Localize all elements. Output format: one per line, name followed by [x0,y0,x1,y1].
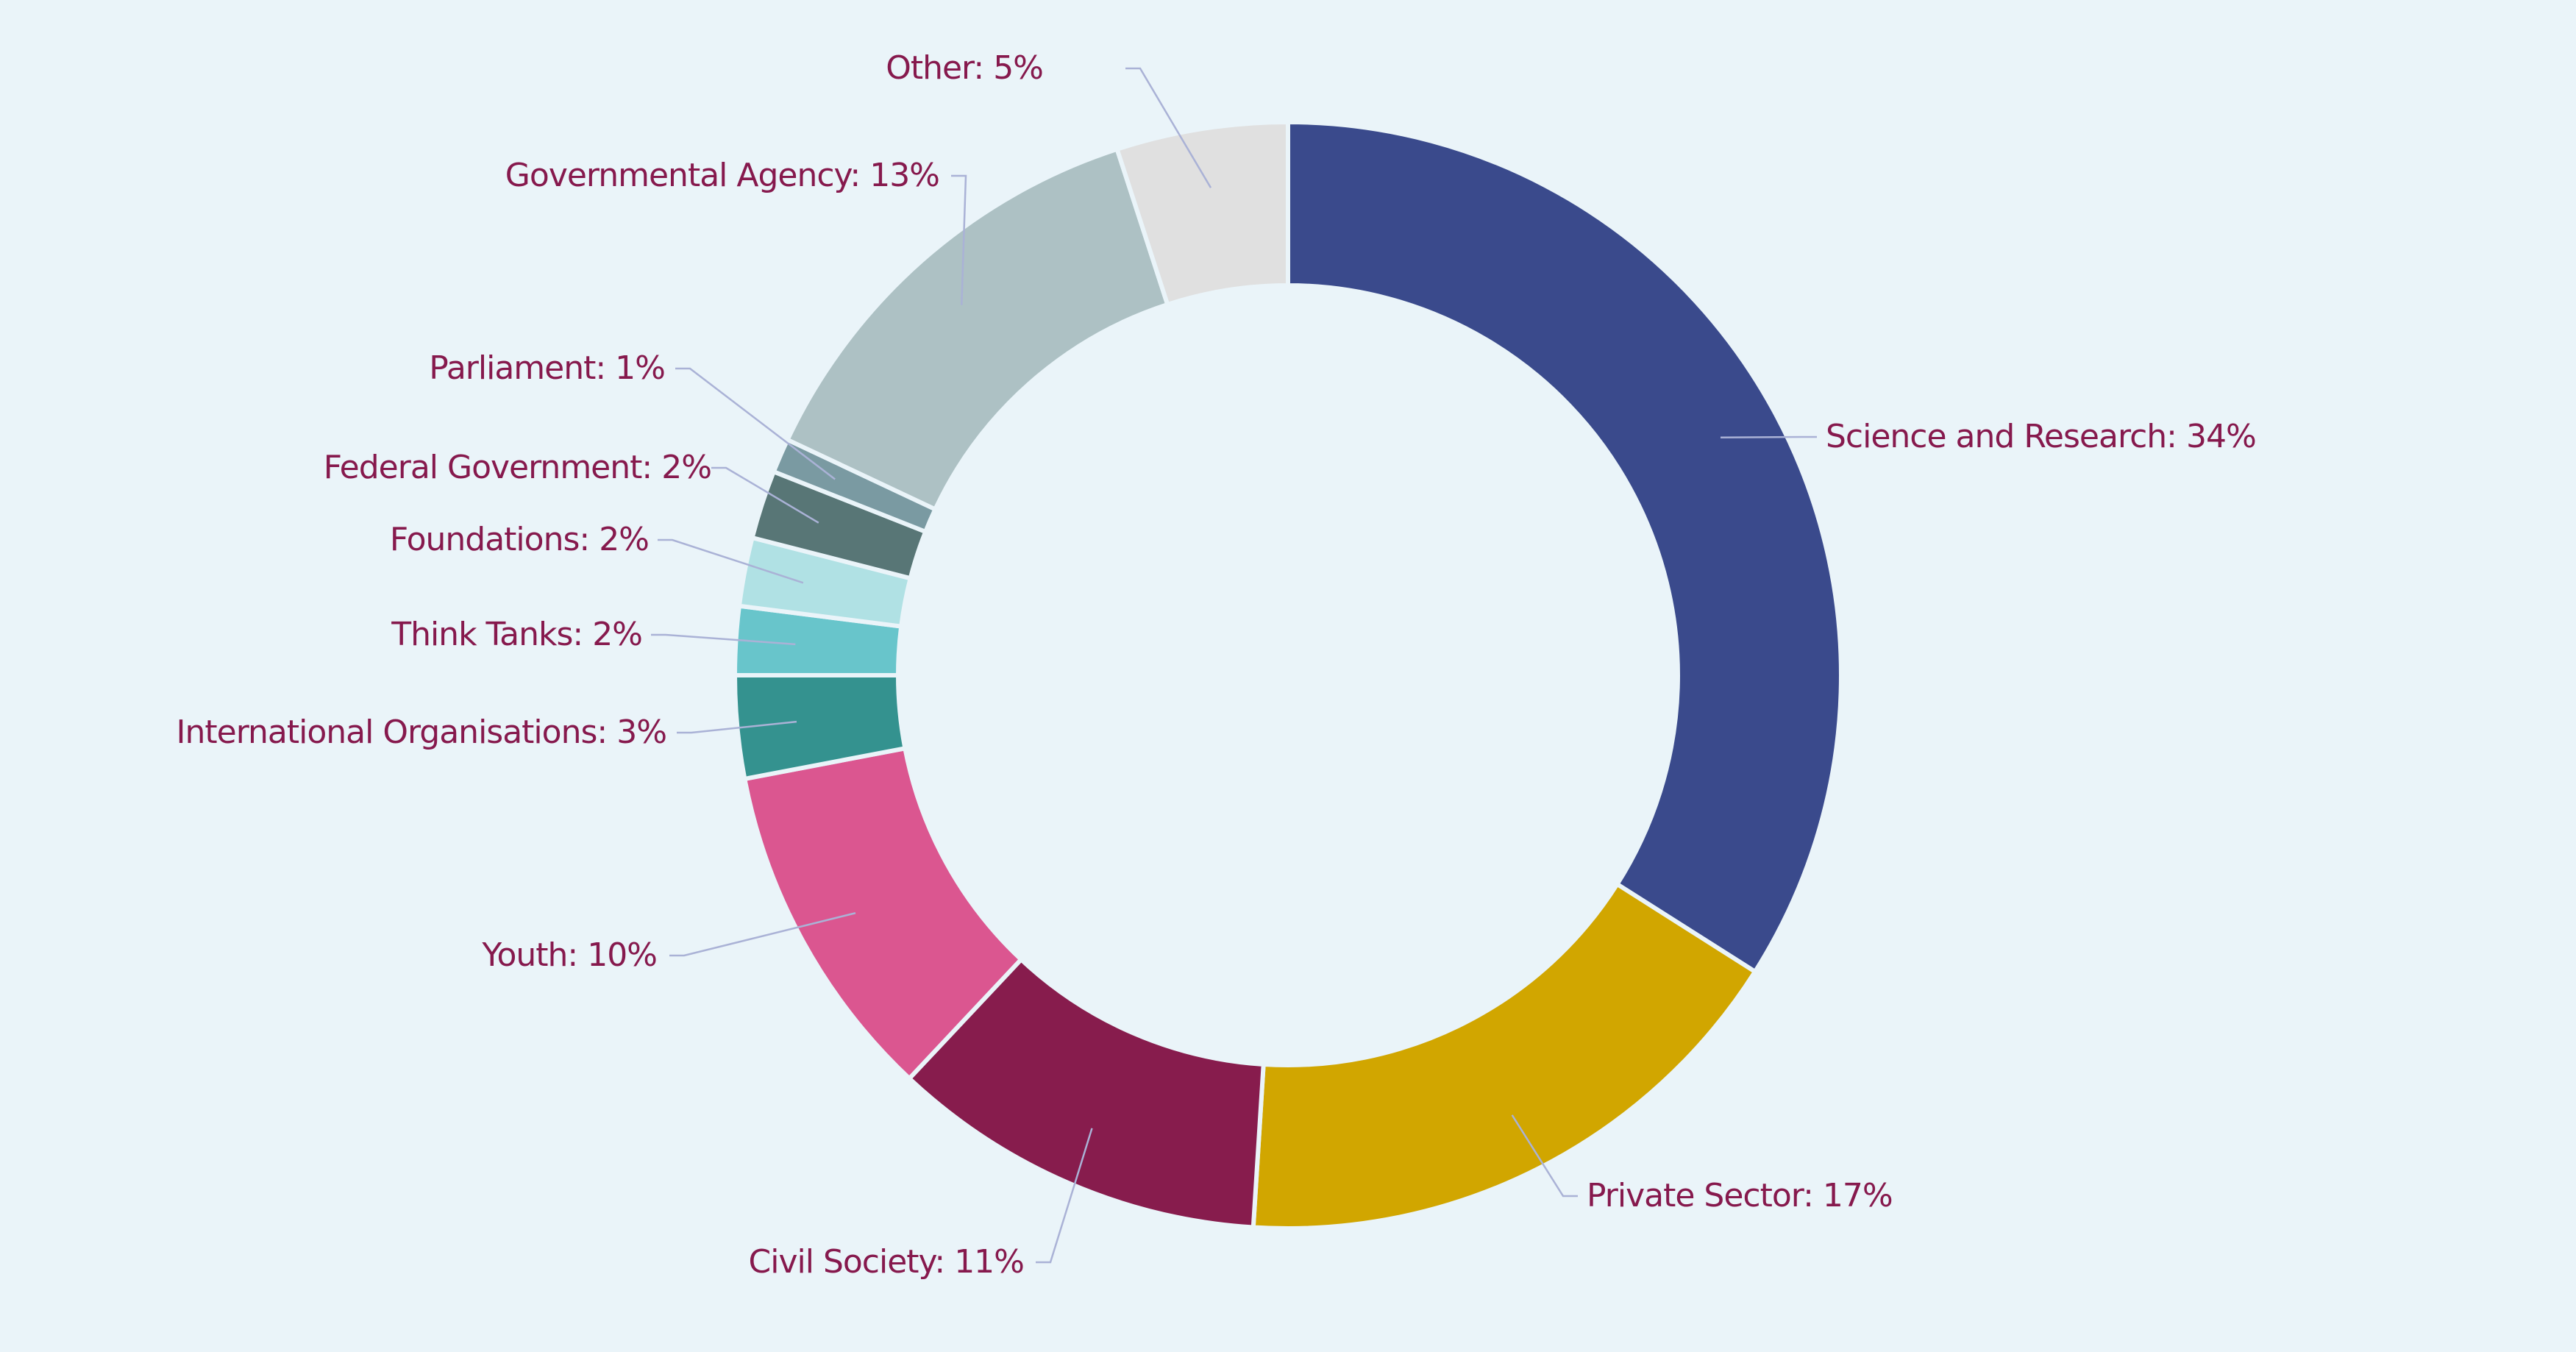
slice-governmental-agency [784,146,1170,513]
label-civil-society: Civil Society: 11% [749,1243,1024,1281]
leader-line-think-tanks [651,633,796,646]
label-science-and-research: Science and Research: 34% [1826,418,2256,455]
leader-line-youth [669,912,856,957]
slices-layer [732,119,1843,1231]
label-federal-government: Federal Government: 2% [324,449,711,486]
leader-lines-layer [651,67,1817,1264]
leader-line-civil-society [1036,1128,1093,1264]
label-parliament: Parliament: 1% [429,349,665,387]
slice-private-sector [1250,880,1759,1231]
leader-line-federal-government [711,466,819,524]
label-foundations: Foundations: 2% [390,521,649,558]
label-youth: Youth: 10% [481,936,657,974]
slice-other [1114,119,1290,307]
slice-science-and-research [1286,119,1843,975]
leader-line-science-and-research [1720,435,1817,438]
label-private-sector: Private Sector: 17% [1587,1177,1893,1214]
leader-line-governmental-agency [951,174,967,305]
labels-layer: Science and Research: 34% Private Sector:… [177,49,2257,1281]
label-think-tanks: Think Tanks: 2% [391,616,642,653]
leader-line-private-sector [1511,1114,1578,1198]
label-governmental-agency: Governmental Agency: 13% [505,157,939,194]
leader-line-parliament [675,367,836,480]
label-international-organisations: International Organisations: 3% [177,714,666,751]
label-other: Other: 5% [886,49,1043,87]
leader-line-foundations [658,538,804,584]
leader-line-other [1125,67,1212,188]
leader-line-international-organisations [677,720,797,734]
